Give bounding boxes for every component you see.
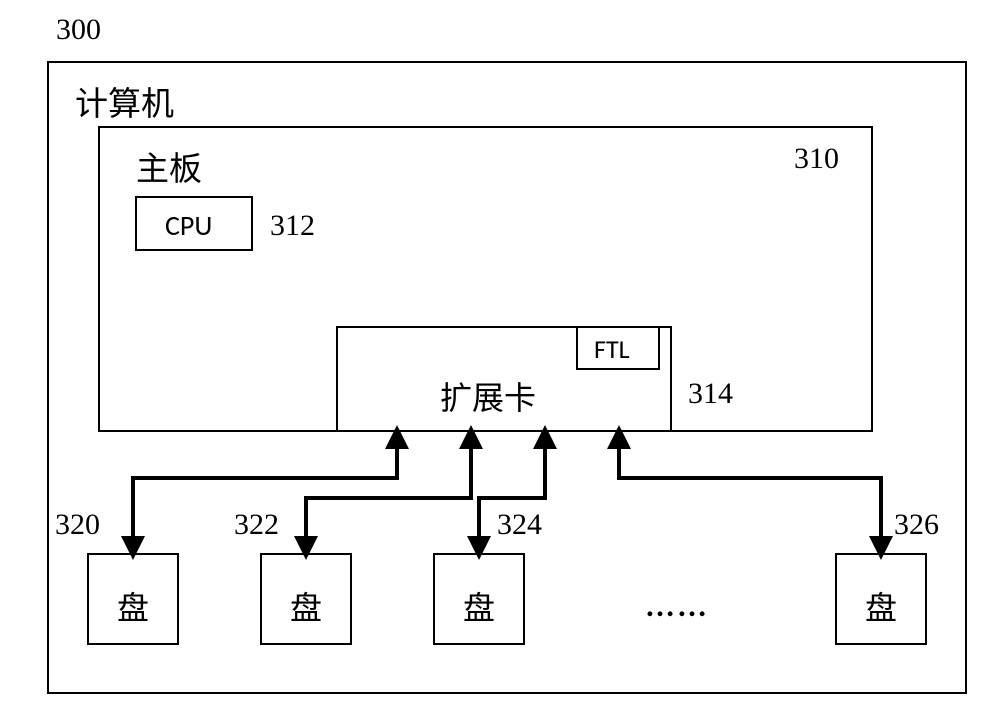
disk-label-2: 盘 — [463, 583, 495, 629]
disk-ref-1: 322 — [234, 508, 279, 542]
disk-label-1: 盘 — [290, 583, 322, 629]
diagram-canvas: 300 计算机 主板 310 CPU 312 扩展卡 314 FTL 盘 320… — [0, 0, 1000, 713]
disk-ref-3: 326 — [894, 508, 939, 542]
motherboard-label: 主板 — [136, 142, 202, 190]
disk-label-0: 盘 — [117, 583, 149, 629]
ref-300: 300 — [56, 13, 101, 47]
expansion-card-ref: 314 — [688, 377, 733, 411]
cpu-label: CPU — [165, 208, 212, 243]
disk-ref-2: 324 — [497, 508, 542, 542]
disk-label-3: 盘 — [865, 583, 897, 629]
ellipsis: …… — [645, 590, 709, 624]
computer-label: 计算机 — [75, 77, 174, 125]
motherboard-ref: 310 — [794, 142, 839, 176]
ftl-label: FTL — [594, 333, 630, 365]
cpu-ref: 312 — [270, 209, 315, 243]
disk-ref-0: 320 — [55, 508, 100, 542]
expansion-card-label: 扩展卡 — [440, 373, 536, 419]
